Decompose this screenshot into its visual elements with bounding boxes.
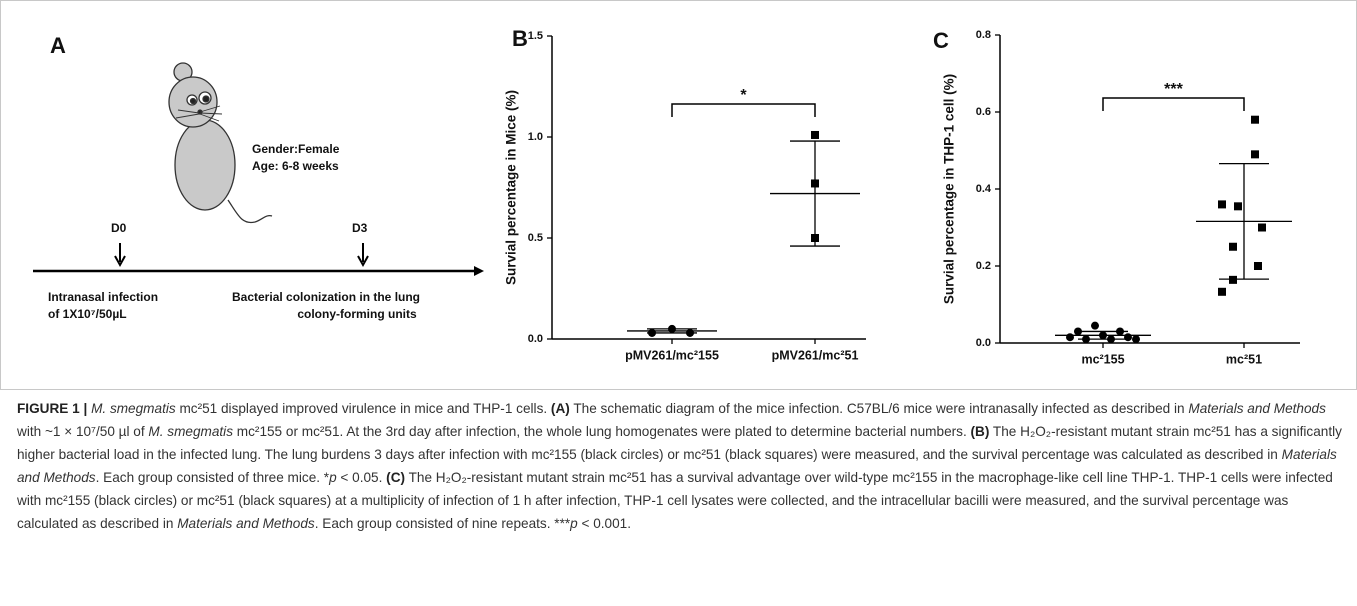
data-point — [1258, 223, 1266, 232]
data-point — [1091, 321, 1099, 330]
x-tick-label: mc²51 — [1226, 352, 1262, 366]
caption-text: p — [570, 516, 578, 531]
y-tick-label: 0.0 — [976, 337, 991, 349]
y-tick-label: 0.8 — [976, 29, 991, 41]
caption-text: with ~1 × 10⁷/50 µl of — [17, 424, 149, 439]
caption-text: The schematic diagram of the mice infect… — [569, 401, 1189, 416]
caption-text: p — [329, 470, 337, 485]
day-label: D3 — [352, 221, 368, 235]
significance-label: *** — [1164, 81, 1183, 98]
error-bar — [1219, 162, 1269, 280]
caption-text: < 0.001. — [577, 516, 632, 531]
caption-text: (B) — [970, 424, 990, 439]
step-text: colony-forming units — [297, 307, 417, 321]
y-axis-title: Survial percentage in THP-1 cell (%) — [942, 74, 957, 304]
mouse-icon — [168, 62, 273, 224]
panel-letter: A — [50, 33, 66, 58]
step-text: of 1X10⁷/50µL — [48, 307, 127, 321]
y-tick-label: 0.5 — [528, 232, 543, 244]
caption-text: mc²51 displayed improved virulence in mi… — [175, 401, 551, 416]
data-point — [1234, 202, 1242, 211]
data-point — [1254, 262, 1262, 270]
caption-text: mc²155 or mc²51. At the 3rd day after in… — [233, 424, 971, 439]
caption-text: (A) — [550, 401, 570, 416]
caption-text: Materials and Methods — [1188, 401, 1326, 416]
y-tick-label: 1.5 — [528, 30, 543, 42]
caption-text: The H₂O₂-resistant mutant strain mc²51 h… — [17, 424, 1342, 462]
data-point — [1124, 333, 1132, 342]
day-label: D0 — [111, 221, 127, 235]
y-tick-label: 0.2 — [976, 260, 991, 272]
data-point — [1218, 287, 1226, 296]
caption-text: M. smegmatis — [148, 424, 234, 439]
caption: FIGURE 1 | M. smegmatis mc²51 displayed … — [17, 397, 1342, 535]
y-tick-label: 0.4 — [976, 183, 992, 195]
caption-text: < 0.05. — [336, 470, 387, 485]
panel-letter: B — [512, 26, 528, 51]
error-bar — [790, 140, 840, 247]
caption-text: . Each group consisted of nine repeats. … — [314, 516, 571, 531]
data-point — [1251, 150, 1259, 159]
x-tick-label: pMV261/mc²51 — [772, 348, 859, 362]
day-arrow — [114, 243, 126, 268]
figure: A Gender:Female Age: 6-8 weeks D0 D3 Int… — [0, 0, 1357, 390]
caption-text: . Each group consisted of three mice. * — [95, 470, 330, 485]
x-tick-label: pMV261/mc²155 — [625, 348, 719, 362]
data-point — [1218, 200, 1226, 209]
caption-text: M. smegmatis — [91, 401, 176, 416]
caption-text: The H₂O₂-resistant mutant strain mc²51 h… — [17, 470, 1333, 531]
caption-text: (C) — [386, 470, 406, 485]
mouse-age: Age: 6-8 weeks — [252, 159, 339, 173]
data-point — [1066, 333, 1074, 342]
data-point — [1132, 335, 1140, 344]
mouse-gender: Gender:Female — [252, 142, 340, 156]
significance-bracket — [671, 103, 816, 117]
y-tick-label: 0.6 — [976, 106, 991, 118]
significance-label: * — [740, 87, 747, 104]
step-text: Bacterial colonization in the lung — [232, 290, 420, 304]
data-point — [1251, 115, 1259, 124]
y-tick-label: 0.0 — [528, 333, 543, 345]
data-point — [1229, 275, 1237, 284]
data-point — [811, 130, 819, 139]
caption-label: FIGURE 1 | — [17, 401, 92, 416]
error-bar — [647, 328, 697, 334]
caption-text: Materials and Methods — [17, 447, 1337, 485]
step-text: Intranasal infection — [48, 290, 158, 304]
significance-bracket — [1102, 97, 1245, 111]
timeline-arrowhead — [474, 266, 484, 276]
day-arrow — [357, 243, 369, 268]
data-point — [1229, 242, 1237, 251]
x-tick-label: mc²155 — [1081, 352, 1124, 366]
error-bar — [1078, 330, 1128, 340]
panel-letter: C — [933, 28, 949, 53]
caption-text: Materials and Methods — [177, 516, 315, 531]
y-axis-title: Survial percentage in Mice (%) — [504, 90, 519, 285]
y-tick-label: 1.0 — [528, 131, 543, 143]
